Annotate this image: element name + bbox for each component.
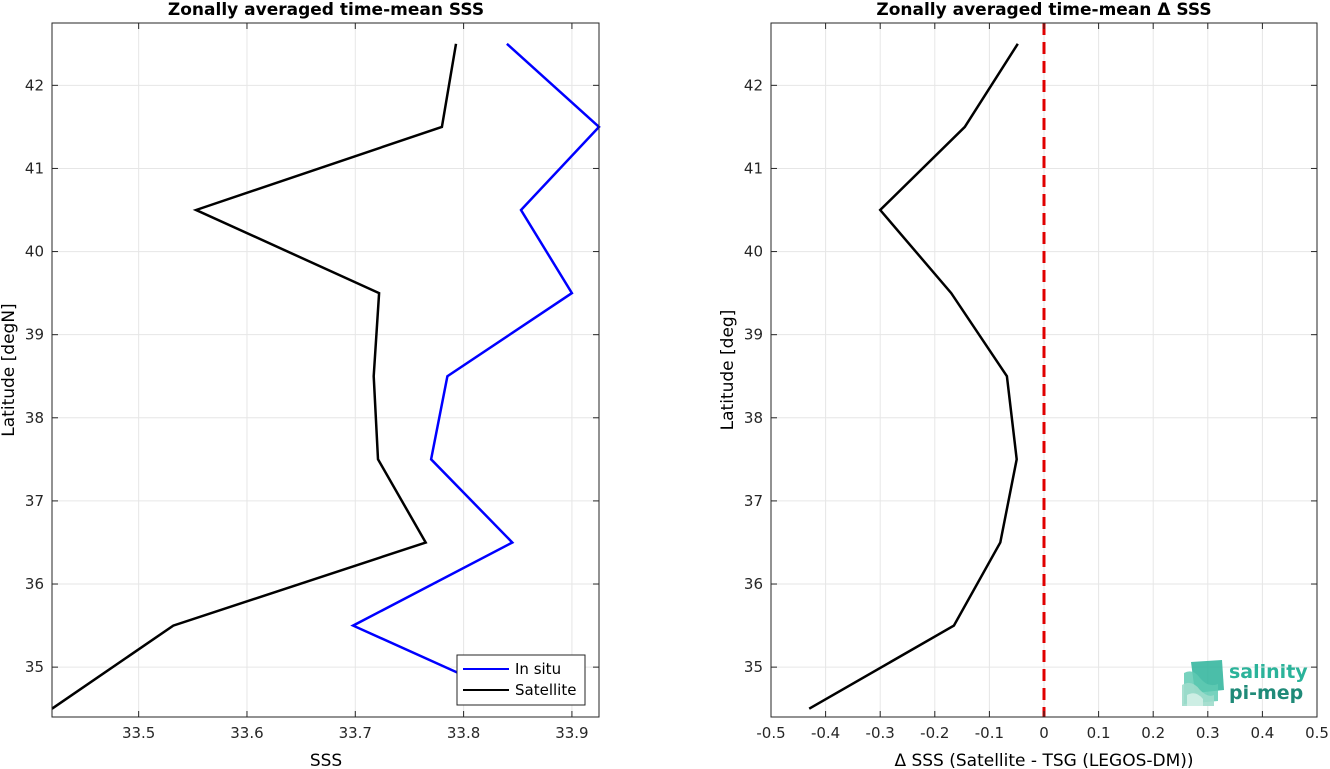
legend-in-situ-label: In situ [515,660,561,678]
delta-sss-series-line [808,43,1019,710]
x-tick-label: 33.9 [555,724,588,742]
x-tick-label: 0.4 [1250,724,1274,742]
x-tick-label: -0.4 [811,724,840,742]
left-x-axis-label: SSS [310,751,342,769]
left-lines [51,42,601,710]
y-tick-label: 39 [744,326,763,344]
legend-box [456,654,586,706]
y-tick-label: 37 [25,492,44,510]
y-tick-label: 36 [744,575,763,593]
y-tick-label: 38 [25,409,44,427]
left-axes-box [51,22,600,718]
left-chart-title: Zonally averaged time-mean SSS [168,0,484,20]
y-tick-label: 35 [744,658,763,676]
left-plot-area [52,23,599,717]
y-tick-label: 41 [25,159,44,177]
logo-text-line1: salinity [1229,661,1308,683]
right-y-axis-label: Latitude [deg] [718,310,738,431]
y-tick-label: 40 [744,243,763,261]
legend-satellite-label: Satellite [515,681,576,699]
x-tick-label: 33.5 [122,724,155,742]
left-y-axis-label: Latitude [degN] [0,303,19,436]
y-tick-label: 40 [25,243,44,261]
x-tick-label: 0.2 [1141,724,1165,742]
left-panel: 33.5 33.6 33.7 33.8 33.9 35 36 37 38 39 40 41 42 Zon… [0,0,601,769]
y-tick-label: 38 [744,409,763,427]
x-tick-label: 33.7 [339,724,372,742]
y-tick-label: 41 [744,159,763,177]
x-tick-label: 0.3 [1196,724,1220,742]
y-tick-label: 36 [25,575,44,593]
left-grid [52,23,599,717]
y-tick-label: 37 [744,492,763,510]
x-tick-label: -0.2 [920,724,949,742]
right-chart-title: Zonally averaged time-mean Δ SSS [876,0,1211,20]
satellite-series-line [51,43,458,710]
x-tick-label: -0.1 [975,724,1004,742]
x-tick-label: 0.5 [1305,724,1329,742]
right-ticks: -0.5 -0.4 -0.3 -0.2 -0.1 0 0.1 0.2 0.3 0.4 0.5 35 36… [744,23,1329,742]
x-tick-label: 0 [1039,724,1049,742]
x-tick-label: 33.6 [230,724,263,742]
x-tick-label: 0.1 [1087,724,1111,742]
x-tick-label: 33.8 [447,724,480,742]
y-tick-label: 42 [25,76,44,94]
right-lines [808,43,1019,710]
wave-logo-icon [1182,660,1224,706]
right-x-axis-label: Δ SSS (Satellite - TSG (LEGOS-DM)) [894,751,1193,769]
left-ticks: 33.5 33.6 33.7 33.8 33.9 35 36 37 38 39 40 41 42 [25,23,599,742]
y-tick-label: 35 [25,658,44,676]
x-tick-label: -0.5 [756,724,785,742]
y-tick-label: 42 [744,76,763,94]
right-panel: -0.5 -0.4 -0.3 -0.2 -0.1 0 0.1 0.2 0.3 0.4 0.5 35 36… [718,0,1329,769]
logo-text-line2: pi-mep [1229,682,1303,704]
salinity-pi-mep-logo: salinity pi-mep [1182,660,1308,706]
in-situ-series-line [350,42,601,677]
x-tick-label: -0.3 [866,724,895,742]
y-tick-label: 39 [25,326,44,344]
legend: In situ Satellite [456,654,586,706]
